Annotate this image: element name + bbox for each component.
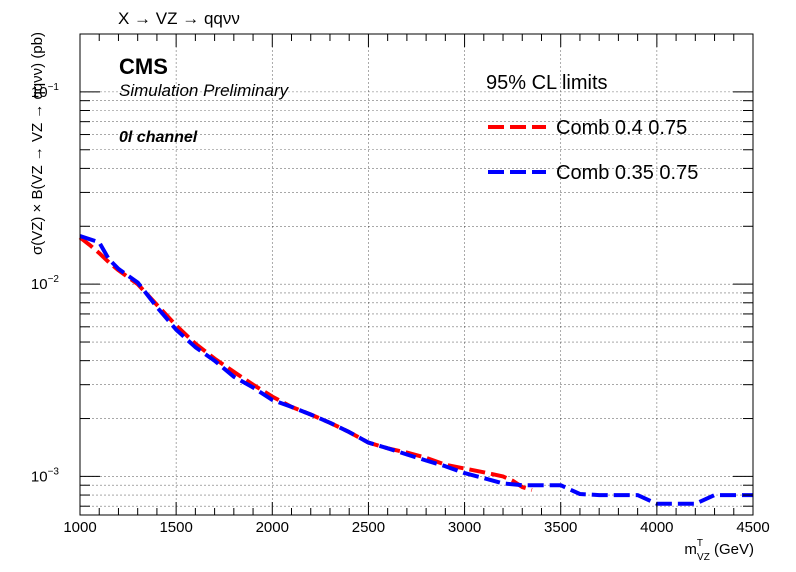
x-tick-label: 1500 (159, 519, 192, 536)
y-axis-label: σ(VZ) × B(VZ → VZ → qqνν) (pb) (29, 32, 46, 255)
x-tick-label: 1000 (63, 519, 96, 536)
y-tick-label-exponent: −2 (48, 274, 60, 285)
x-tick-label: 3500 (544, 519, 577, 536)
y-tick-label: 10−1 (31, 82, 60, 101)
simulation-preliminary-label: Simulation Preliminary (119, 81, 290, 100)
x-axis-label-main: m (684, 541, 697, 558)
series-line-comb-0.4-0.75 (78, 235, 533, 492)
x-tick-label: 4000 (640, 519, 673, 536)
x-axis-label-sub: VZ (697, 552, 710, 563)
axis-ticks: 1000 1500 2000 2500 3000 3500 4000 450010−110−2… (31, 33, 770, 536)
y-tick-label-base: 10 (31, 468, 48, 485)
x-axis-label-unit: (GeV) (710, 541, 754, 558)
grid-lines (80, 33, 753, 515)
legend-entry-comb-0.4-0.75: Comb 0.4 0.75 (556, 117, 687, 139)
y-tick-label: 10−3 (31, 466, 60, 485)
plot-frame (79, 33, 754, 516)
y-tick-label-exponent: −3 (48, 466, 60, 477)
y-tick-label-exponent: −1 (48, 82, 60, 93)
x-axis-label: mT VZ (GeV) (684, 538, 754, 563)
x-tick-label: 2000 (256, 519, 289, 536)
x-tick-label: 4500 (736, 519, 769, 536)
y-tick-label-base: 10 (31, 276, 48, 293)
y-tick-label: 10−2 (31, 274, 60, 293)
legend-title: 95% CL limits (486, 72, 608, 94)
chart-title: X → VZ → qqνν (118, 9, 240, 28)
series-line-comb-0.35-0.75 (79, 234, 753, 506)
y-tick-label-base: 10 (31, 84, 48, 101)
legend-entry-comb-0.35-0.75: Comb 0.35 0.75 (556, 162, 698, 184)
x-tick-label: 3000 (448, 519, 481, 536)
channel-label: 0l channel (119, 129, 198, 146)
x-axis-label-sup: T (697, 538, 703, 549)
x-tick-label: 2500 (352, 519, 385, 536)
cms-label: CMS (119, 54, 168, 79)
series-lines (78, 234, 753, 506)
